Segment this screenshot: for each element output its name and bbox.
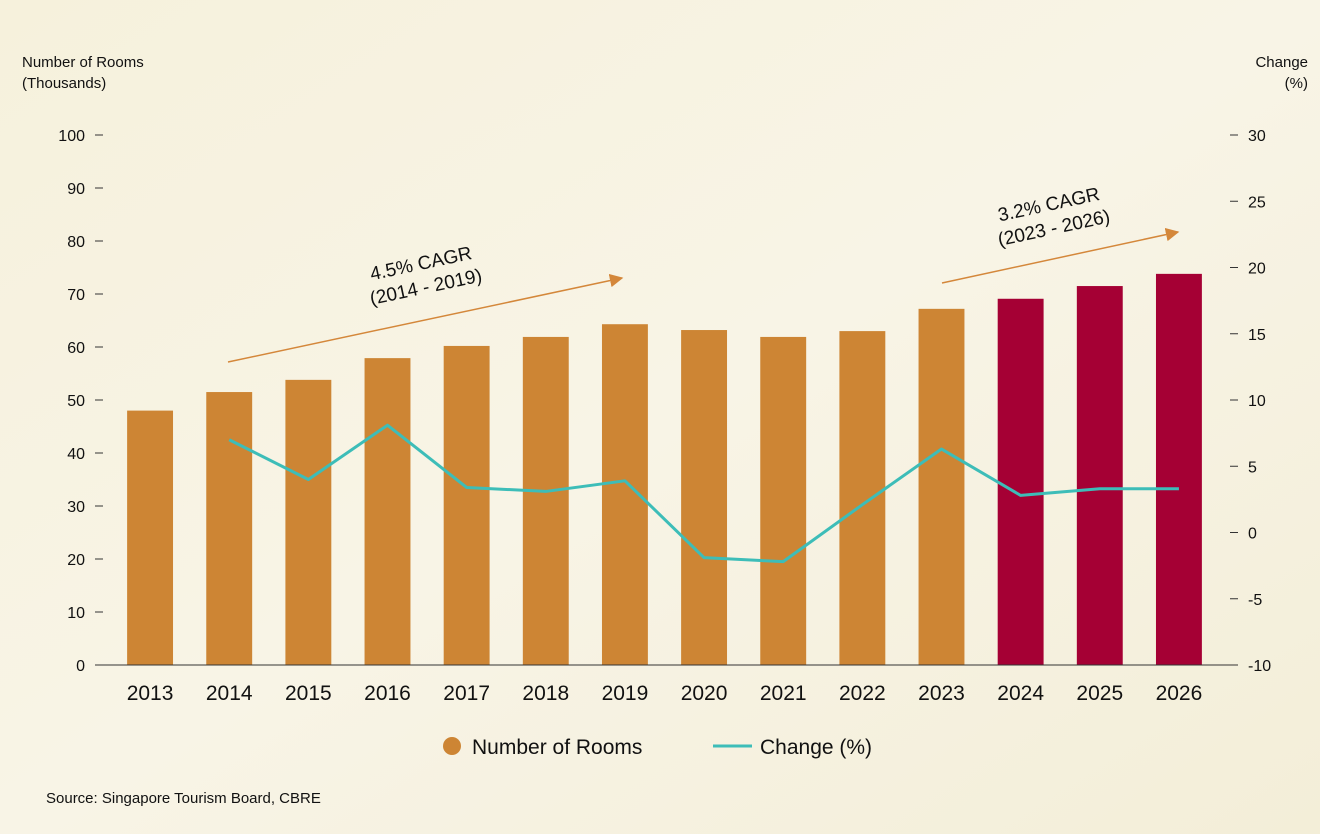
- y2-tick-label: 5: [1248, 459, 1257, 476]
- x-tick-label: 2021: [760, 682, 807, 705]
- y-tick-label: 60: [67, 340, 85, 357]
- x-tick-label: 2018: [522, 682, 569, 705]
- legend-marker: [443, 737, 461, 755]
- x-tick-label: 2022: [839, 682, 886, 705]
- y2-tick-label: 25: [1248, 194, 1266, 211]
- bar: [127, 410, 174, 665]
- y-tick-label: 100: [58, 128, 85, 145]
- y-axis-title: (Thousands): [22, 75, 106, 92]
- y2-tick-label: 10: [1248, 393, 1266, 410]
- x-tick-label: 2014: [206, 682, 253, 705]
- legend-label: Number of Rooms: [472, 736, 642, 759]
- y2-tick-label: -10: [1248, 658, 1271, 675]
- y-tick-label: 20: [67, 552, 85, 569]
- bar: [1076, 286, 1123, 665]
- y-tick-label: 80: [67, 234, 85, 251]
- y-tick-label: 90: [67, 181, 85, 198]
- line: [228, 423, 1179, 564]
- y-tick-label: 50: [67, 393, 85, 410]
- annotation-arrow: [941, 227, 1180, 284]
- bar: [364, 358, 411, 665]
- x-tick-label: 2020: [681, 682, 728, 705]
- bar: [206, 392, 253, 665]
- bar: [522, 336, 569, 665]
- bar: [918, 308, 965, 665]
- x-tick-label: 2026: [1156, 682, 1203, 705]
- y2-tick-label: 30: [1248, 128, 1266, 145]
- source: Source: Singapore Tourism Board, CBRE: [46, 790, 321, 807]
- y-tick-label: 0: [76, 658, 85, 675]
- legend-label: Change (%): [760, 736, 872, 759]
- y-tick-label: 40: [67, 446, 85, 463]
- x-tick-label: 2016: [364, 682, 411, 705]
- y-tick-label: 10: [67, 605, 85, 622]
- x-tick-label: 2013: [127, 682, 174, 705]
- x-tick-label: 2025: [1076, 682, 1123, 705]
- x-tick-label: 2019: [602, 682, 649, 705]
- y2-tick-label: 0: [1248, 526, 1257, 543]
- y-tick-label: 30: [67, 499, 85, 516]
- y-tick-label: 70: [67, 287, 85, 304]
- y2-tick-label: 15: [1248, 327, 1266, 344]
- y2-axis-title: (%): [1285, 75, 1308, 92]
- y-axis-title: Number of Rooms: [22, 54, 144, 71]
- x-tick-label: 2017: [443, 682, 490, 705]
- y2-tick-label: 20: [1248, 261, 1266, 278]
- bar: [285, 379, 332, 665]
- bar: [997, 298, 1044, 665]
- bar: [760, 336, 807, 665]
- y2-axis-title: Change: [1255, 54, 1308, 71]
- bar: [443, 345, 490, 665]
- bar: [1155, 273, 1202, 665]
- x-tick-label: 2015: [285, 682, 332, 705]
- bar: [681, 330, 728, 665]
- x-tick-label: 2024: [997, 682, 1044, 705]
- bar: [839, 331, 886, 665]
- y2-tick-label: -5: [1248, 592, 1262, 609]
- x-tick-label: 2023: [918, 682, 965, 705]
- annotation-arrow: [227, 273, 624, 363]
